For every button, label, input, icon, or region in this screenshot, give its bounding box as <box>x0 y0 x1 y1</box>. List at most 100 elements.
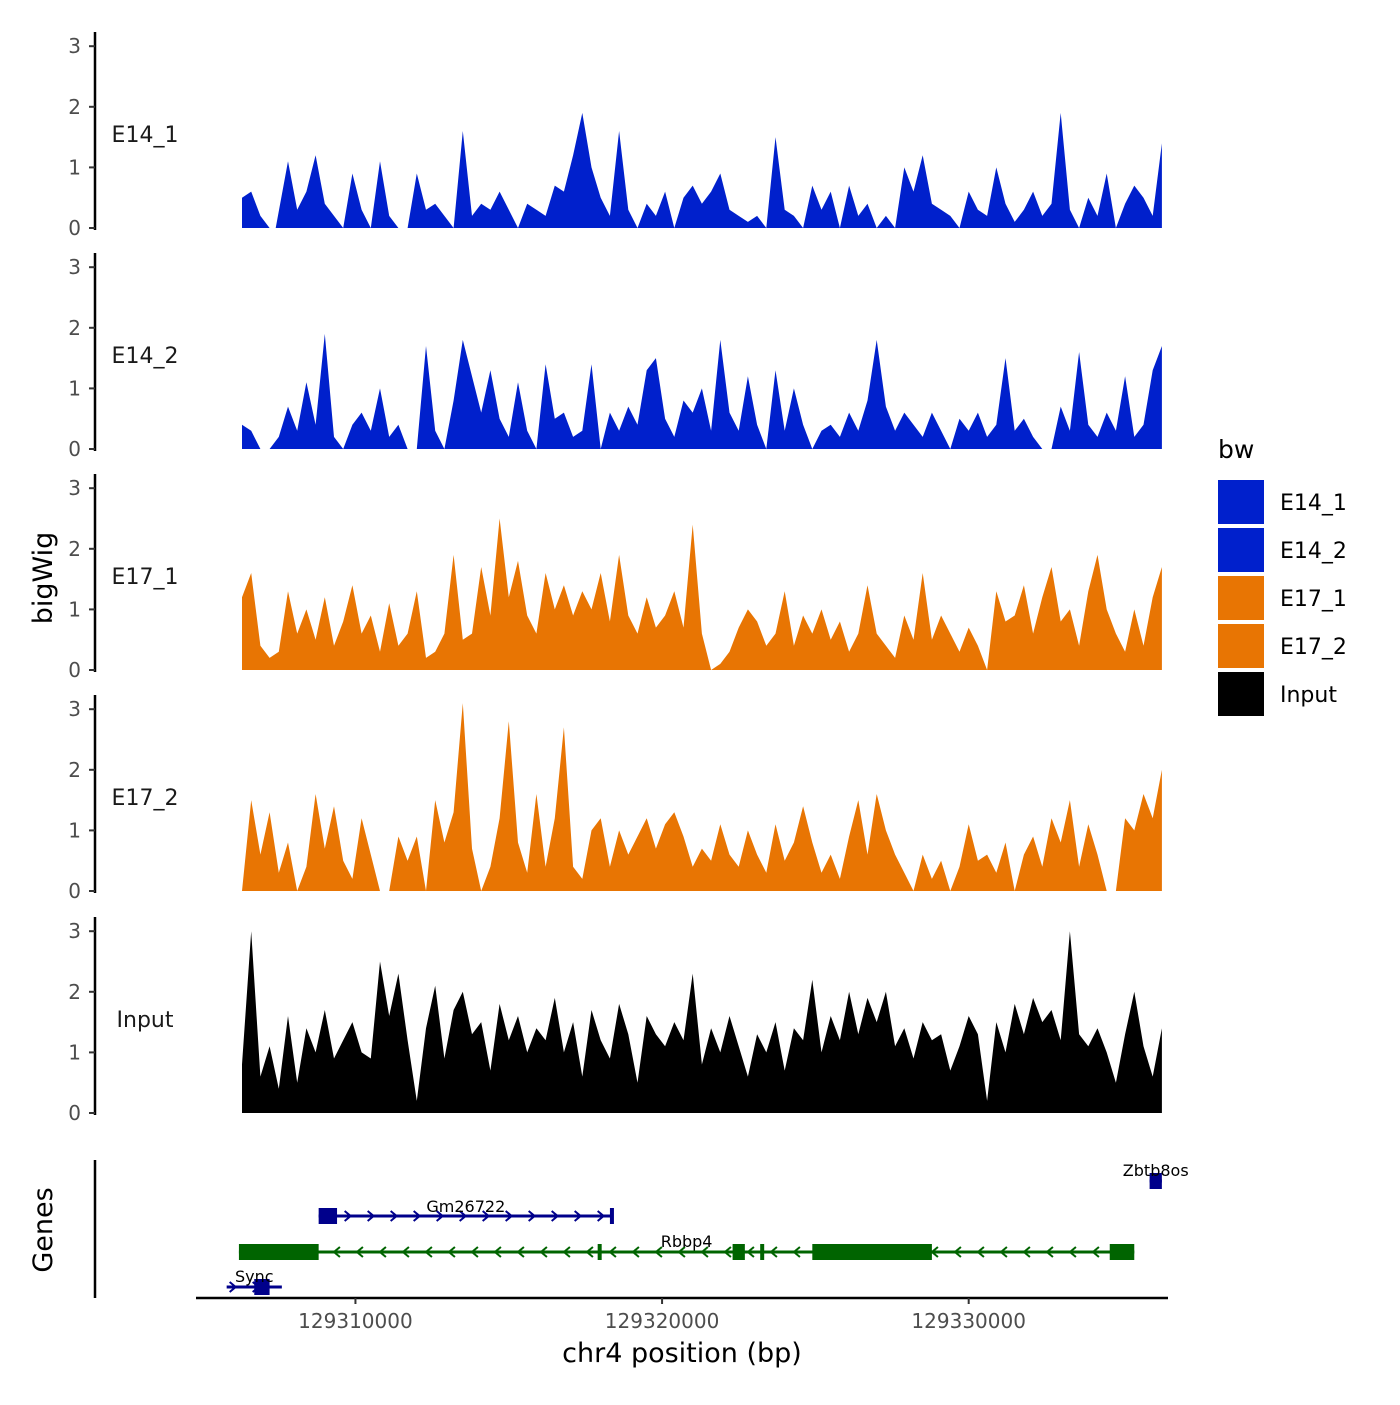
legend-swatch <box>1218 672 1264 716</box>
strand-chevron <box>528 1210 537 1222</box>
legend-label: E17_2 <box>1280 635 1347 660</box>
gene-Gm26722: Gm26722 <box>318 1197 614 1224</box>
legend: bw E14_1 E14_2 E17_1 E17_2 Input <box>1218 435 1347 716</box>
legend-swatch <box>1218 480 1264 524</box>
area-E17_1 <box>242 518 1162 670</box>
x-tick-label: 129330000 <box>911 1309 1026 1333</box>
strand-chevron <box>459 1210 468 1222</box>
x-axis-title: chr4 position (bp) <box>562 1338 802 1369</box>
y-tick-label: 0 <box>68 1101 81 1125</box>
legend-entry-E14_1: E14_1 <box>1218 480 1347 524</box>
exon <box>1149 1173 1162 1189</box>
strand-chevron <box>378 1246 387 1258</box>
x-tick-label: 129320000 <box>605 1309 720 1333</box>
y-tick-label: 3 <box>68 34 81 58</box>
strand-chevron <box>585 1246 594 1258</box>
y-tick-label: 3 <box>68 255 81 279</box>
legend-entry-Input: Input <box>1218 672 1337 716</box>
track-Input: 0 1 2 3 Input <box>68 917 1162 1125</box>
y-tick-label: 0 <box>68 879 81 903</box>
strand-chevron <box>401 1246 410 1258</box>
strand-chevron <box>344 1210 353 1222</box>
strand-chevron <box>700 1246 709 1258</box>
y-tick-label: 1 <box>68 818 81 842</box>
legend-label: Input <box>1280 683 1337 708</box>
legend-label: E17_1 <box>1280 587 1347 612</box>
strand-chevron <box>1045 1246 1054 1258</box>
strand-chevron <box>493 1246 502 1258</box>
gene-Rbbp4: Rbbp4 <box>238 1232 1135 1260</box>
strand-chevron <box>470 1246 479 1258</box>
gene-Sync: Sync <box>226 1267 282 1295</box>
exon <box>1109 1244 1135 1260</box>
strand-chevron <box>229 1281 238 1293</box>
y-tick-label: 3 <box>68 919 81 943</box>
exon <box>318 1208 338 1224</box>
area-Input <box>242 931 1162 1113</box>
area-E17_2 <box>242 703 1162 891</box>
strand-chevron <box>792 1246 801 1258</box>
track-E17_2: 0 1 2 3 E17_2 <box>68 695 1162 903</box>
strand-chevron <box>367 1210 376 1222</box>
y-tick-label: 2 <box>68 980 81 1004</box>
y-axis-title: bigWig <box>28 532 59 625</box>
y-tick-label: 1 <box>68 155 81 179</box>
track-E17_1: 0 1 2 3 E17_1 <box>68 474 1162 682</box>
track-label: E14_2 <box>112 344 179 369</box>
legend-entry-E17_2: E17_2 <box>1218 624 1347 668</box>
strand-chevron <box>447 1246 456 1258</box>
strand-chevron <box>769 1246 778 1258</box>
y-tick-label: 0 <box>68 658 81 682</box>
gene-label: Rbbp4 <box>661 1232 713 1251</box>
strand-chevron <box>574 1210 583 1222</box>
x-axis: 129310000 129320000 129330000 <box>196 1296 1168 1333</box>
gene-label: Sync <box>235 1267 274 1286</box>
strand-chevron <box>424 1246 433 1258</box>
strand-chevron <box>551 1210 560 1222</box>
y-tick-label: 1 <box>68 376 81 400</box>
track-E14_2: 0 1 2 3 E14_2 <box>68 253 1162 461</box>
strand-chevron <box>999 1246 1008 1258</box>
area-E14_1 <box>242 112 1162 228</box>
gene-label: Gm26722 <box>426 1197 505 1216</box>
strand-chevron <box>482 1210 491 1222</box>
track-label: E17_2 <box>112 786 179 811</box>
strand-chevron <box>355 1246 364 1258</box>
legend-swatch <box>1218 576 1264 620</box>
track-label: E17_1 <box>112 565 179 590</box>
y-tick-label: 2 <box>68 537 81 561</box>
y-tick-label: 2 <box>68 316 81 340</box>
strand-chevron <box>390 1210 399 1222</box>
strand-chevron <box>516 1246 525 1258</box>
exon <box>254 1279 270 1295</box>
strand-chevron <box>436 1210 445 1222</box>
strand-chevron <box>1068 1246 1077 1258</box>
legend-entry-E17_1: E17_1 <box>1218 576 1347 620</box>
y-tick-label: 3 <box>68 697 81 721</box>
y-tick-label: 0 <box>68 437 81 461</box>
strand-chevron <box>746 1246 755 1258</box>
track-label: Input <box>117 1008 174 1033</box>
track-E14_1: 0 1 2 3 E14_1 <box>68 32 1162 240</box>
exon <box>760 1244 765 1260</box>
genes-layer: Gm26722 Rbbp4 Zbtb8os Sync <box>93 1160 1189 1298</box>
strand-chevron <box>677 1246 686 1258</box>
exon <box>732 1244 745 1260</box>
strand-chevron <box>413 1210 422 1222</box>
strand-chevron <box>930 1246 939 1258</box>
genes-axis-title: Genes <box>28 1187 59 1272</box>
y-tick-label: 1 <box>68 1040 81 1064</box>
legend-label: E14_2 <box>1280 539 1347 564</box>
y-tick-label: 2 <box>68 95 81 119</box>
strand-chevron <box>976 1246 985 1258</box>
strand-chevron <box>1022 1246 1031 1258</box>
legend-title: bw <box>1218 435 1254 464</box>
gene-label: Zbtb8os <box>1123 1161 1189 1180</box>
exon <box>597 1244 602 1260</box>
track-label: E14_1 <box>112 123 179 148</box>
strand-chevron <box>505 1210 514 1222</box>
x-tick-label: 129310000 <box>298 1309 413 1333</box>
legend-swatch <box>1218 528 1264 572</box>
